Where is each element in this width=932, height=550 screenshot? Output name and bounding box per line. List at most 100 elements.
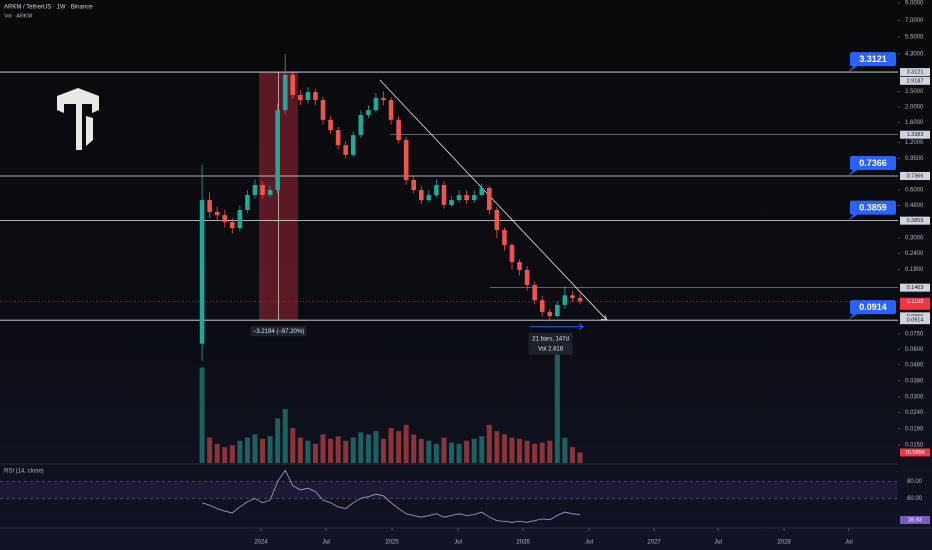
y-tick-label: 0.4800	[905, 203, 924, 209]
volume-bar	[290, 428, 296, 463]
candle-body	[418, 190, 424, 201]
x-tick-label: 2024	[254, 540, 268, 546]
volume-bar	[539, 442, 545, 463]
candle-body	[260, 185, 265, 196]
logo	[57, 88, 99, 150]
candle-body	[230, 222, 235, 228]
trendline	[379, 79, 608, 321]
volume-bar	[569, 447, 575, 463]
candle-body	[373, 97, 379, 111]
volume-bar	[207, 437, 213, 463]
axis-badge	[900, 130, 930, 139]
callout-label: 0.7366	[859, 158, 887, 168]
range-label-box	[528, 332, 573, 355]
volume-bar	[380, 438, 386, 463]
y-tick-label: 0.0480	[905, 362, 924, 368]
candle-body	[411, 179, 417, 191]
y-tick-label: 0.0190	[905, 426, 924, 432]
candle-body	[320, 100, 326, 120]
axis-badge	[900, 316, 930, 325]
trendline-head	[600, 315, 608, 321]
range-label: Vol 2.818	[538, 346, 564, 352]
axis-badge-label: 1.3383	[907, 132, 924, 138]
candle-body	[479, 187, 485, 196]
candle-body	[547, 311, 553, 317]
volume-bar	[441, 437, 447, 463]
volume-bar	[275, 418, 281, 463]
volume-bar	[312, 443, 318, 463]
candle-body	[313, 92, 318, 101]
volume-bar	[237, 440, 243, 463]
volume-bar	[229, 445, 235, 463]
volume-layer	[199, 335, 583, 463]
volume-bar	[456, 443, 462, 463]
rsi-badge-label: 28.93	[908, 517, 922, 523]
volume-bar	[501, 434, 507, 463]
range-arrow-head	[578, 323, 584, 331]
volume-bar	[418, 438, 424, 463]
candle-body	[335, 130, 341, 146]
volume-bar	[509, 437, 515, 463]
volume-bar	[244, 437, 250, 463]
volume-bar	[464, 440, 470, 463]
volume-bar	[365, 434, 371, 463]
y-tick-label: 0.3000	[905, 236, 924, 242]
candle-body	[388, 100, 394, 120]
y-tick-label: 0.2400	[905, 251, 924, 257]
volume-bar	[199, 367, 205, 463]
candle-body	[539, 300, 545, 312]
measure-label-box	[250, 326, 307, 337]
candle-body	[509, 245, 515, 263]
rsi-line	[201, 469, 581, 523]
candle-body	[214, 212, 220, 216]
x-tick-label: Jul	[322, 540, 330, 546]
volume-bar	[282, 408, 288, 463]
candle-body	[449, 200, 454, 205]
axis-badge-label: 2.9187	[907, 78, 924, 84]
candle-body	[434, 185, 439, 196]
candle-body	[343, 145, 348, 155]
volume-bar	[214, 443, 220, 463]
volume-bar	[517, 438, 523, 463]
volume-bar	[267, 436, 273, 463]
candles	[199, 54, 583, 361]
candle-body	[207, 200, 212, 213]
volume-bar	[222, 447, 228, 463]
axis-badge-label: 3.3121	[907, 70, 924, 76]
x-tick-label: Jul	[454, 540, 462, 546]
axis-badge	[900, 68, 930, 77]
candle-body	[441, 185, 447, 205]
y-tick-label: 1.6000	[905, 120, 924, 126]
range-label: 21 bars, 147d	[532, 336, 569, 342]
volume-bar	[471, 438, 477, 463]
candle-body	[275, 110, 280, 191]
volume-bar	[479, 436, 485, 463]
candle-body	[577, 297, 583, 302]
callout-box	[850, 200, 896, 215]
candle-body	[464, 195, 469, 201]
volume-bar	[328, 438, 334, 463]
volume-bar	[297, 437, 303, 463]
candle-body	[290, 74, 296, 95]
y-tick-label: 0.6000	[905, 188, 924, 194]
x-tick-label: 2025	[385, 540, 399, 546]
candle-body	[328, 119, 333, 131]
volume-bar	[411, 434, 417, 463]
y-tick-label: 1.2000	[905, 140, 924, 146]
candle-body	[396, 119, 401, 140]
rsi-tick-label: 60.00	[907, 496, 923, 502]
candle-body	[562, 295, 568, 305]
volume-bar	[433, 443, 439, 463]
candle-body	[524, 269, 530, 286]
rsi-band	[0, 481, 898, 499]
logo-helmet	[57, 88, 99, 150]
volume-badge	[900, 448, 930, 457]
volume-bar	[335, 436, 341, 463]
volume-bar	[426, 440, 432, 463]
y-tick-label: 0.0600	[905, 347, 924, 353]
candle-body	[222, 215, 228, 223]
y-tick-label: 0.0750	[905, 331, 924, 337]
